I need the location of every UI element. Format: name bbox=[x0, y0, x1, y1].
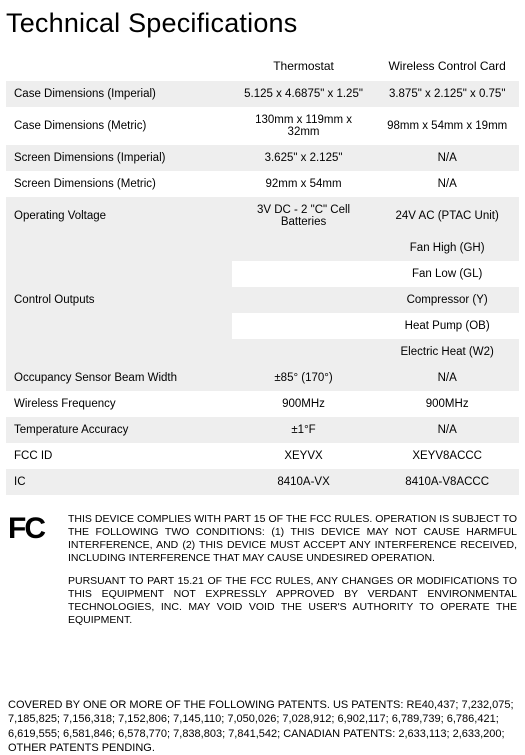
row-val: 3.625" x 2.125" bbox=[232, 145, 376, 171]
row-label: Screen Dimensions (Imperial) bbox=[6, 145, 232, 171]
row-label: FCC ID bbox=[6, 443, 232, 469]
row-val: N/A bbox=[375, 171, 519, 197]
table-row: Case Dimensions (Metric) 130mm x 119mm x… bbox=[6, 107, 519, 145]
patents-block: COVERED BY ONE OR MORE OF THE FOLLOWING … bbox=[6, 698, 519, 755]
row-val: 98mm x 54mm x 19mm bbox=[375, 107, 519, 145]
table-row: Screen Dimensions (Metric) 92mm x 54mm N… bbox=[6, 171, 519, 197]
row-label: Operating Voltage bbox=[6, 197, 232, 235]
row-val: 130mm x 119mm x 32mm bbox=[232, 107, 376, 145]
row-val bbox=[232, 235, 376, 261]
fcc-text: THIS DEVICE COMPLIES WITH PART 15 OF THE… bbox=[68, 513, 517, 636]
row-val: Fan High (GH) bbox=[375, 235, 519, 261]
col-header-empty bbox=[6, 53, 232, 81]
fcc-compliance-block: FC THIS DEVICE COMPLIES WITH PART 15 OF … bbox=[6, 513, 519, 636]
row-label-control-outputs: Control Outputs bbox=[6, 235, 232, 365]
table-row: IC 8410A-VX 8410A-V8ACCC bbox=[6, 469, 519, 495]
row-val bbox=[232, 287, 376, 313]
patents-line-1: COVERED BY ONE OR MORE OF THE FOLLOWING … bbox=[8, 698, 517, 741]
row-val: 24V AC (PTAC Unit) bbox=[375, 197, 519, 235]
row-val: 8410A-V8ACCC bbox=[375, 469, 519, 495]
row-val: 900MHz bbox=[232, 391, 376, 417]
row-val bbox=[232, 261, 376, 287]
spec-table: Thermostat Wireless Control Card Case Di… bbox=[6, 53, 519, 365]
row-label: Wireless Frequency bbox=[6, 391, 232, 417]
row-label: Case Dimensions (Imperial) bbox=[6, 81, 232, 107]
row-label: IC bbox=[6, 469, 232, 495]
row-val: N/A bbox=[375, 417, 519, 443]
fcc-paragraph-1: THIS DEVICE COMPLIES WITH PART 15 OF THE… bbox=[68, 513, 517, 566]
row-val: Heat Pump (OB) bbox=[375, 313, 519, 339]
page-title: Technical Specifications bbox=[6, 8, 519, 39]
row-val: ±85° (170°) bbox=[232, 365, 376, 391]
row-val bbox=[232, 339, 376, 365]
row-val: ±1°F bbox=[232, 417, 376, 443]
col-header-thermostat: Thermostat bbox=[232, 53, 376, 81]
row-val: Compressor (Y) bbox=[375, 287, 519, 313]
row-val: 92mm x 54mm bbox=[232, 171, 376, 197]
table-row: Operating Voltage 3V DC - 2 "C" Cell Bat… bbox=[6, 197, 519, 235]
col-header-wireless: Wireless Control Card bbox=[375, 53, 519, 81]
patents-line-2: OTHER PATENTS PENDING. bbox=[8, 741, 517, 755]
row-label: Case Dimensions (Metric) bbox=[6, 107, 232, 145]
table-row: FCC ID XEYVX XEYV8ACCC bbox=[6, 443, 519, 469]
row-val: Fan Low (GL) bbox=[375, 261, 519, 287]
fcc-paragraph-2: PURSUANT TO PART 15.21 OF THE FCC RULES,… bbox=[68, 575, 517, 628]
row-val: Electric Heat (W2) bbox=[375, 339, 519, 365]
table-row: Case Dimensions (Imperial) 5.125 x 4.687… bbox=[6, 81, 519, 107]
row-val: 3V DC - 2 "C" Cell Batteries bbox=[232, 197, 376, 235]
row-val: N/A bbox=[375, 365, 519, 391]
row-val: XEYV8ACCC bbox=[375, 443, 519, 469]
table-row: Wireless Frequency 900MHz 900MHz bbox=[6, 391, 519, 417]
table-row: Occupancy Sensor Beam Width ±85° (170°) … bbox=[6, 365, 519, 391]
table-row: Screen Dimensions (Imperial) 3.625" x 2.… bbox=[6, 145, 519, 171]
row-val: N/A bbox=[375, 145, 519, 171]
row-val: 3.875" x 2.125" x 0.75" bbox=[375, 81, 519, 107]
row-val: XEYVX bbox=[232, 443, 376, 469]
row-label: Temperature Accuracy bbox=[6, 417, 232, 443]
table-row: Temperature Accuracy ±1°F N/A bbox=[6, 417, 519, 443]
spec-table-continued: Occupancy Sensor Beam Width ±85° (170°) … bbox=[6, 365, 519, 495]
row-val: 8410A-VX bbox=[232, 469, 376, 495]
row-val bbox=[232, 313, 376, 339]
fcc-logo-icon: FC bbox=[8, 513, 56, 542]
row-label: Occupancy Sensor Beam Width bbox=[6, 365, 232, 391]
row-label: Screen Dimensions (Metric) bbox=[6, 171, 232, 197]
row-val: 900MHz bbox=[375, 391, 519, 417]
table-row-control-outputs: Control Outputs Fan High (GH) bbox=[6, 235, 519, 261]
row-val: 5.125 x 4.6875" x 1.25" bbox=[232, 81, 376, 107]
